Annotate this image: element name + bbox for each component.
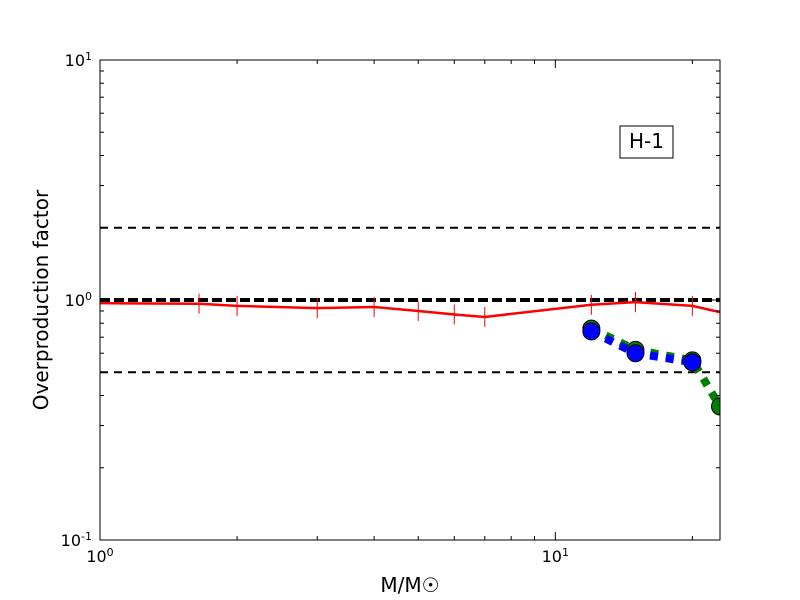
series-3-point-3 — [683, 353, 702, 372]
series-1 — [100, 292, 720, 327]
series-3 — [582, 322, 702, 372]
annotation-box-frame — [619, 125, 674, 159]
y-tick-label-3: 101 — [65, 50, 92, 71]
series-clip-group — [100, 292, 720, 416]
series-2-point-4 — [711, 397, 720, 416]
x-tick-label-1: 100 — [86, 546, 113, 567]
y-axis-label: Overproduction factor — [29, 189, 53, 410]
x-tick-label-2: 101 — [542, 546, 569, 567]
annotation-box: H-1 — [619, 125, 674, 159]
series-line-1 — [100, 300, 720, 319]
annotation-label: H-1 — [629, 129, 664, 153]
y-tick-label-1: 10-1 — [61, 530, 92, 551]
y-tick-label-2: 100 — [65, 290, 92, 311]
series-layer — [100, 292, 720, 416]
series-3-point-2 — [626, 344, 645, 363]
series-line-2 — [589, 324, 720, 409]
tick-layer — [99, 59, 721, 541]
series-3-point-1 — [582, 322, 601, 341]
reference-lines-layer — [100, 226, 720, 374]
x-axis-label: M/M☉ — [380, 573, 439, 597]
